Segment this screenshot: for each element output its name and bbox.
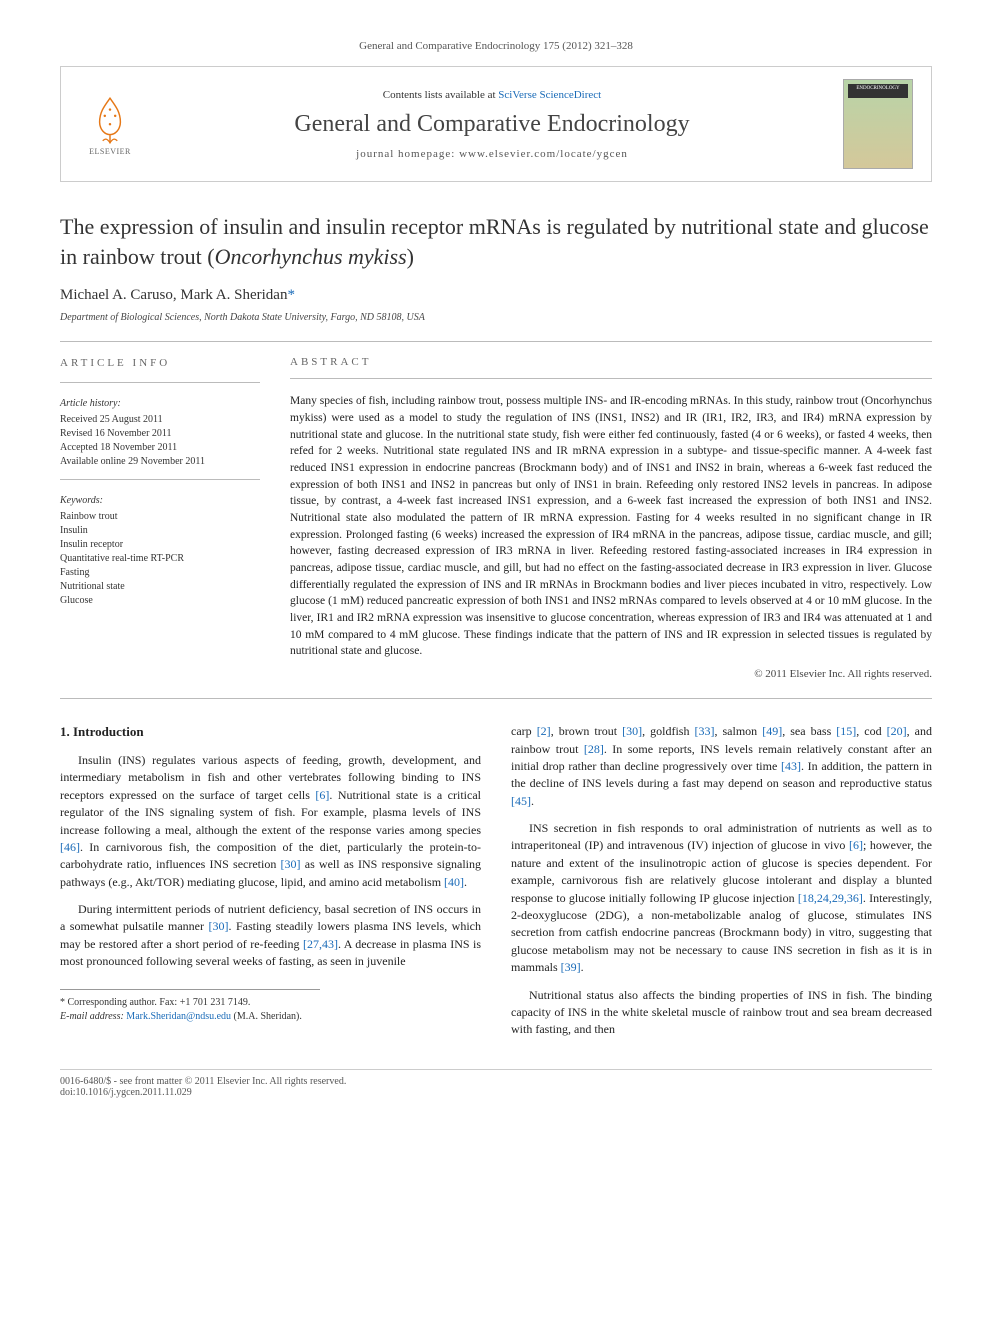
info-rule2 [60, 479, 260, 480]
banner-center: Contents lists available at SciVerse Sci… [159, 89, 825, 160]
authors-text: Michael A. Caruso, Mark A. Sheridan [60, 287, 287, 303]
elsevier-tree-icon [84, 93, 136, 145]
history-available: Available online 29 November 2011 [60, 455, 260, 469]
elsevier-label: ELSEVIER [89, 147, 131, 156]
top-rule [60, 341, 932, 342]
email-owner: (M.A. Sheridan). [231, 1011, 302, 1022]
header-citation: General and Comparative Endocrinology 17… [60, 40, 932, 52]
email-link[interactable]: Mark.Sheridan@ndsu.edu [126, 1011, 231, 1022]
history-accepted: Accepted 18 November 2011 [60, 441, 260, 455]
ref-link[interactable]: [6] [315, 788, 329, 802]
body-para: Insulin (INS) regulates various aspects … [60, 752, 481, 891]
elsevier-logo: ELSEVIER [79, 88, 141, 160]
corresponding-note: * Corresponding author. Fax: +1 701 231 … [60, 996, 320, 1011]
email-label: E-mail address: [60, 1011, 126, 1022]
ref-link[interactable]: [30] [208, 919, 228, 933]
email-line: E-mail address: Mark.Sheridan@ndsu.edu (… [60, 1010, 320, 1025]
history-revised: Revised 16 November 2011 [60, 427, 260, 441]
ref-link[interactable]: [46] [60, 840, 80, 854]
journal-banner: ELSEVIER Contents lists available at Sci… [60, 66, 932, 182]
body-para: carp [2], brown trout [30], goldfish [33… [511, 723, 932, 810]
footnotes: * Corresponding author. Fax: +1 701 231 … [60, 989, 320, 1025]
info-rule1 [60, 382, 260, 383]
history-head: Article history: [60, 397, 260, 411]
ref-link[interactable]: [18,24,29,36] [798, 891, 863, 905]
info-head: ARTICLE INFO [60, 356, 260, 371]
ref-link[interactable]: [2] [537, 724, 551, 738]
ref-link[interactable]: [39] [561, 960, 581, 974]
keyword: Nutritional state [60, 580, 260, 594]
keyword: Insulin receptor [60, 538, 260, 552]
title-part1: The expression of insulin and insulin re… [60, 214, 929, 269]
contents-prefix: Contents lists available at [383, 89, 498, 101]
keyword: Glucose [60, 594, 260, 608]
article-info: ARTICLE INFO Article history: Received 2… [60, 356, 260, 680]
ref-link[interactable]: [20] [887, 724, 907, 738]
mid-rule [60, 698, 932, 699]
authors: Michael A. Caruso, Mark A. Sheridan* [60, 287, 932, 304]
ref-link[interactable]: [15] [836, 724, 856, 738]
left-column: 1. Introduction Insulin (INS) regulates … [60, 723, 481, 1049]
history-received: Received 25 August 2011 [60, 413, 260, 427]
keyword: Rainbow trout [60, 510, 260, 524]
body-para: Nutritional status also affects the bind… [511, 987, 932, 1039]
info-abstract-row: ARTICLE INFO Article history: Received 2… [60, 356, 932, 680]
ref-link[interactable]: [27,43] [303, 937, 338, 951]
body-para: INS secretion in fish responds to oral a… [511, 820, 932, 977]
affiliation: Department of Biological Sciences, North… [60, 312, 932, 323]
corresponding-marker[interactable]: * [287, 287, 295, 303]
ref-link[interactable]: [30] [622, 724, 642, 738]
keyword: Insulin [60, 524, 260, 538]
footer-left: 0016-6480/$ - see front matter © 2011 El… [60, 1076, 346, 1098]
ref-link[interactable]: [49] [762, 724, 782, 738]
homepage-prefix: journal homepage: [356, 148, 459, 160]
abstract-head: ABSTRACT [290, 356, 932, 368]
footer: 0016-6480/$ - see front matter © 2011 El… [60, 1069, 932, 1098]
homepage-line: journal homepage: www.elsevier.com/locat… [159, 148, 825, 160]
homepage-url: www.elsevier.com/locate/ygcen [459, 148, 628, 160]
body-columns: 1. Introduction Insulin (INS) regulates … [60, 723, 932, 1049]
contents-line: Contents lists available at SciVerse Sci… [159, 89, 825, 101]
ref-link[interactable]: [43] [781, 759, 801, 773]
ref-link[interactable]: [33] [694, 724, 714, 738]
ref-link[interactable]: [28] [584, 742, 604, 756]
journal-name: General and Comparative Endocrinology [159, 111, 825, 138]
article-title: The expression of insulin and insulin re… [60, 212, 932, 271]
ref-link[interactable]: [30] [281, 857, 301, 871]
abstract-copyright: © 2011 Elsevier Inc. All rights reserved… [290, 668, 932, 680]
title-part2: ) [407, 244, 414, 269]
ref-link[interactable]: [6] [849, 838, 863, 852]
title-italic: Oncorhynchus mykiss [215, 244, 407, 269]
intro-head: 1. Introduction [60, 723, 481, 742]
journal-cover-thumb [843, 79, 913, 169]
right-column: carp [2], brown trout [30], goldfish [33… [511, 723, 932, 1049]
keyword: Quantitative real-time RT-PCR [60, 552, 260, 566]
ref-link[interactable]: [40] [444, 875, 464, 889]
ref-link[interactable]: [45] [511, 794, 531, 808]
keyword: Fasting [60, 566, 260, 580]
footer-doi: doi:10.1016/j.ygcen.2011.11.029 [60, 1087, 346, 1098]
footer-front-matter: 0016-6480/$ - see front matter © 2011 El… [60, 1076, 346, 1087]
keywords-head: Keywords: [60, 494, 260, 508]
abstract-col: ABSTRACT Many species of fish, including… [290, 356, 932, 680]
abs-rule [290, 378, 932, 379]
abstract-text: Many species of fish, including rainbow … [290, 393, 932, 660]
sciencedirect-link[interactable]: SciVerse ScienceDirect [498, 89, 601, 101]
body-para: During intermittent periods of nutrient … [60, 901, 481, 971]
